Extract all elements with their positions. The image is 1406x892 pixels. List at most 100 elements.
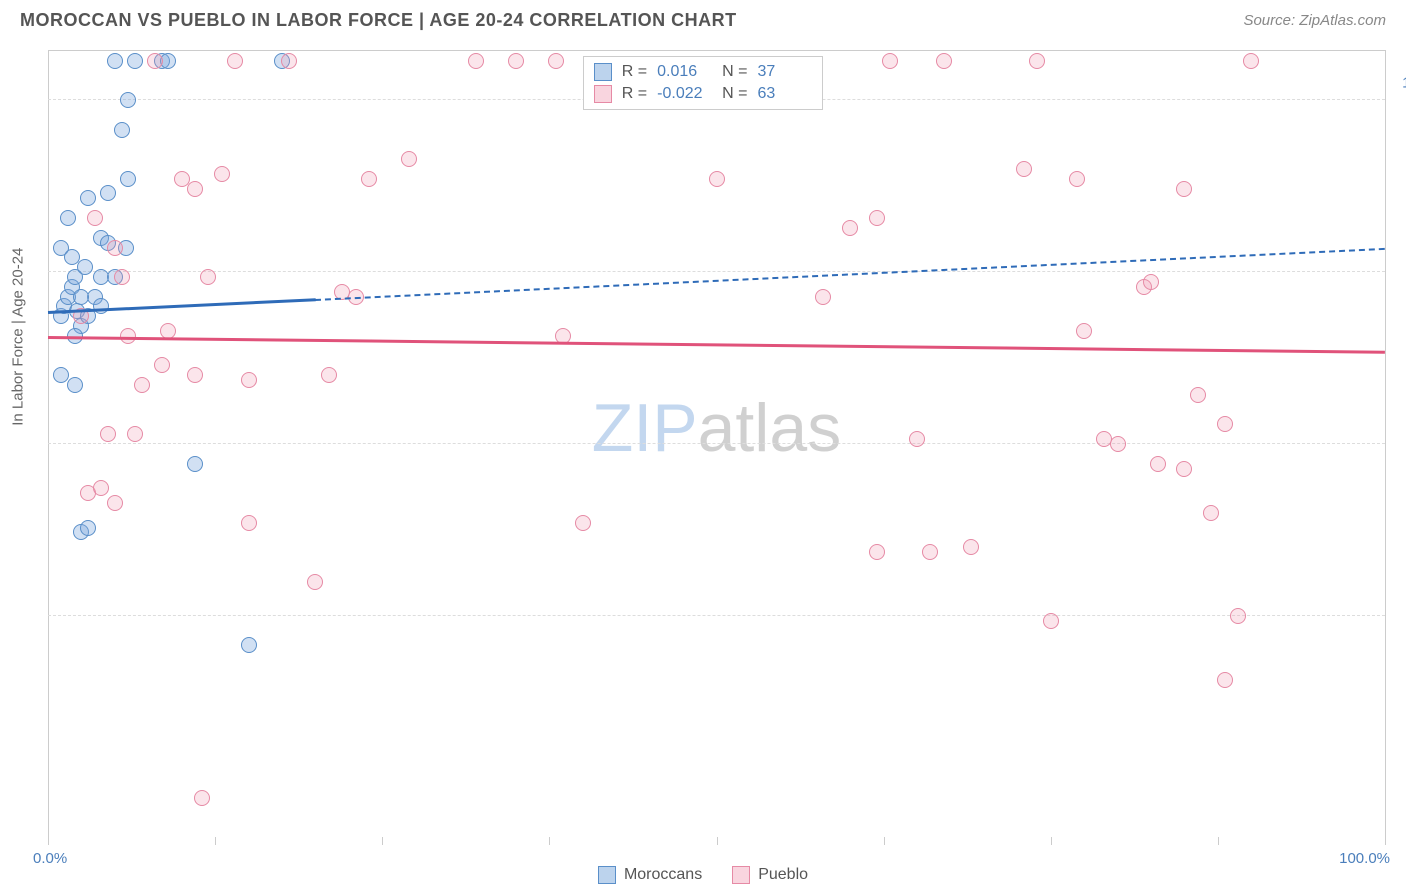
data-point — [307, 574, 323, 590]
x-tick — [48, 837, 49, 845]
r-value: 0.016 — [657, 63, 712, 81]
data-point — [241, 515, 257, 531]
chart-header: MOROCCAN VS PUEBLO IN LABOR FORCE | AGE … — [0, 0, 1406, 41]
legend-swatch — [594, 63, 612, 81]
n-value: 37 — [757, 63, 812, 81]
y-tick-label: 100.0% — [1402, 75, 1406, 92]
trendline-solid — [48, 336, 1385, 353]
data-point — [73, 289, 89, 305]
n-value: 63 — [757, 85, 812, 103]
data-point — [922, 544, 938, 560]
x-tick — [884, 837, 885, 845]
data-point — [93, 480, 109, 496]
data-point — [869, 210, 885, 226]
data-point — [909, 431, 925, 447]
x-tick — [549, 837, 550, 845]
chart-container: ZIPatlas 47.5%65.0%82.5%100.0% In Labor … — [48, 50, 1386, 837]
data-point — [100, 426, 116, 442]
data-point — [114, 122, 130, 138]
data-point — [401, 151, 417, 167]
data-point — [214, 166, 230, 182]
x-tick — [1385, 837, 1386, 845]
data-point — [281, 53, 297, 69]
data-point — [127, 53, 143, 69]
data-point — [1110, 436, 1126, 452]
data-point — [963, 539, 979, 555]
data-point — [80, 520, 96, 536]
data-point — [882, 53, 898, 69]
data-point — [127, 426, 143, 442]
x-tick — [1218, 837, 1219, 845]
data-point — [187, 367, 203, 383]
data-point — [842, 220, 858, 236]
data-point — [80, 190, 96, 206]
data-point — [468, 53, 484, 69]
r-value: -0.022 — [657, 85, 712, 103]
x-tick — [215, 837, 216, 845]
data-point — [187, 456, 203, 472]
data-point — [241, 372, 257, 388]
series-legend: Moroccans Pueblo — [0, 866, 1406, 884]
n-label: N = — [722, 85, 747, 103]
data-point — [1176, 181, 1192, 197]
data-point — [227, 53, 243, 69]
legend-swatch — [732, 866, 750, 884]
x-tick — [1051, 837, 1052, 845]
data-point — [107, 495, 123, 511]
trendline-dashed — [315, 247, 1385, 300]
data-point — [1243, 53, 1259, 69]
legend-item: Moroccans — [598, 866, 702, 884]
stats-row: R = 0.016 N = 37 — [594, 61, 813, 83]
legend-swatch — [594, 85, 612, 103]
legend-label: Moroccans — [624, 866, 702, 884]
legend-label: Pueblo — [758, 866, 808, 884]
data-point — [1076, 323, 1092, 339]
gridline — [48, 271, 1385, 272]
x-tick — [382, 837, 383, 845]
data-point — [93, 298, 109, 314]
data-point — [107, 53, 123, 69]
data-point — [321, 367, 337, 383]
r-label: R = — [622, 85, 647, 103]
data-point — [1217, 672, 1233, 688]
plot-area: ZIPatlas 47.5%65.0%82.5%100.0% — [48, 51, 1385, 837]
data-point — [1190, 387, 1206, 403]
data-point — [154, 357, 170, 373]
data-point — [936, 53, 952, 69]
data-point — [1069, 171, 1085, 187]
x-axis-label-min: 0.0% — [33, 850, 67, 867]
data-point — [114, 269, 130, 285]
data-point — [1043, 613, 1059, 629]
x-axis-label-max: 100.0% — [1339, 850, 1390, 867]
data-point — [1217, 416, 1233, 432]
r-label: R = — [622, 63, 647, 81]
data-point — [147, 53, 163, 69]
data-point — [134, 377, 150, 393]
data-point — [67, 377, 83, 393]
data-point — [869, 544, 885, 560]
watermark-atlas: atlas — [698, 390, 842, 466]
data-point — [120, 92, 136, 108]
legend-swatch — [598, 866, 616, 884]
gridline — [48, 443, 1385, 444]
data-point — [548, 53, 564, 69]
data-point — [1203, 505, 1219, 521]
data-point — [709, 171, 725, 187]
watermark: ZIPatlas — [592, 389, 841, 467]
data-point — [60, 210, 76, 226]
data-point — [815, 289, 831, 305]
x-tick — [717, 837, 718, 845]
legend-item: Pueblo — [732, 866, 808, 884]
data-point — [1143, 274, 1159, 290]
data-point — [575, 515, 591, 531]
data-point — [100, 185, 116, 201]
gridline — [48, 615, 1385, 616]
data-point — [194, 790, 210, 806]
watermark-zip: ZIP — [592, 390, 698, 466]
data-point — [1230, 608, 1246, 624]
data-point — [508, 53, 524, 69]
stats-row: R = -0.022 N = 63 — [594, 83, 813, 105]
n-label: N = — [722, 63, 747, 81]
chart-title: MOROCCAN VS PUEBLO IN LABOR FORCE | AGE … — [20, 10, 737, 31]
data-point — [1029, 53, 1045, 69]
